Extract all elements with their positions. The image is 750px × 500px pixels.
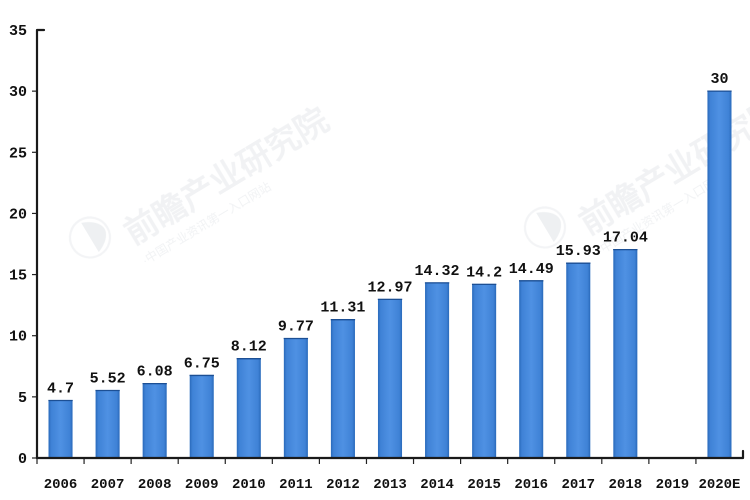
- svg-text:14.32: 14.32: [415, 263, 460, 280]
- svg-text:25: 25: [9, 145, 27, 162]
- svg-text:6.75: 6.75: [184, 355, 220, 372]
- svg-text:2020E: 2020E: [698, 477, 740, 493]
- svg-text:2009: 2009: [185, 477, 219, 493]
- svg-text:2019: 2019: [656, 477, 690, 493]
- svg-text:2013: 2013: [373, 477, 407, 493]
- svg-text:12.97: 12.97: [367, 279, 412, 296]
- svg-text:2014: 2014: [420, 477, 454, 493]
- svg-text:2018: 2018: [609, 477, 643, 493]
- svg-text:5: 5: [18, 390, 27, 407]
- svg-text:2011: 2011: [279, 477, 313, 493]
- svg-text:2016: 2016: [514, 477, 548, 493]
- svg-text:14.49: 14.49: [509, 261, 554, 278]
- svg-text:9.77: 9.77: [278, 319, 314, 336]
- svg-text:11.31: 11.31: [320, 300, 365, 317]
- svg-text:2017: 2017: [561, 477, 595, 493]
- svg-text:15: 15: [9, 268, 27, 285]
- svg-text:20: 20: [9, 206, 27, 223]
- svg-text:4.7: 4.7: [47, 381, 74, 398]
- svg-text:5.52: 5.52: [90, 371, 126, 388]
- svg-text:6.08: 6.08: [137, 364, 173, 381]
- svg-text:17.04: 17.04: [603, 230, 648, 247]
- svg-text:0: 0: [18, 451, 27, 468]
- svg-text:15.93: 15.93: [556, 243, 601, 260]
- svg-text:10: 10: [9, 329, 27, 346]
- svg-text:8.12: 8.12: [231, 339, 267, 356]
- svg-text:30: 30: [710, 71, 728, 88]
- svg-text:2010: 2010: [232, 477, 266, 493]
- svg-text:2008: 2008: [138, 477, 172, 493]
- svg-text:2007: 2007: [91, 477, 125, 493]
- svg-text:2006: 2006: [44, 477, 78, 493]
- svg-text:30: 30: [9, 84, 27, 101]
- svg-text:14.2: 14.2: [466, 264, 502, 281]
- svg-text:2012: 2012: [326, 477, 360, 493]
- svg-text:2015: 2015: [467, 477, 501, 493]
- svg-text:35: 35: [9, 23, 27, 40]
